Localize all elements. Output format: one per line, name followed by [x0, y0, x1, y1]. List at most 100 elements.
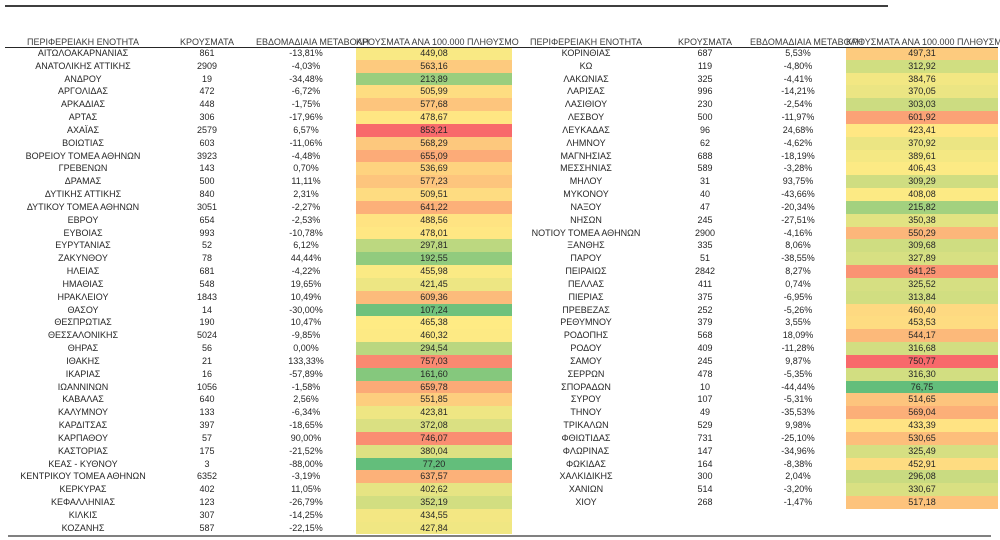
region-name: ΒΟΡΕΙΟΥ ΤΟΜΕΑ ΑΘΗΝΩΝ	[25, 150, 141, 161]
cases-value: 51	[699, 253, 710, 264]
region-name: ΣΑΜΟΥ	[570, 355, 602, 366]
cases-per-100k-value: 76,75	[846, 380, 998, 394]
region-name: ΠΕΛΛΑΣ	[567, 278, 605, 289]
weekly-change-value: -88,00%	[289, 458, 323, 469]
region-name: ΝΟΤΙΟΥ ΤΟΜΕΑ ΑΘΗΝΩΝ	[531, 227, 641, 238]
table-row: ΙΚΑΡΙΑΣ 16 -57,89% 161,60	[8, 367, 512, 381]
cases-per-100k-value: 303,03	[846, 98, 998, 112]
cases-per-100k-value: 408,08	[846, 188, 998, 201]
table-row: ΚΑΡΔΙΤΣΑΣ 397 -18,65% 372,08	[8, 419, 512, 432]
region-name: ΚΕΑΣ - ΚΥΘΝΟΥ	[48, 458, 118, 469]
weekly-change-value: 3,55%	[785, 317, 811, 328]
region-name: ΡΕΘΥΜΝΟΥ	[560, 317, 612, 328]
cases-per-100k-value: 449,08	[356, 47, 512, 60]
table-row: ΠΑΡΟΥ 51 -38,55% 327,89	[512, 252, 998, 266]
region-name: ΘΕΣΣΑΛΟΝΙΚΗΣ	[47, 330, 119, 341]
cases-value: 514	[697, 484, 713, 495]
weekly-change-value: 8,06%	[785, 240, 811, 251]
cases-per-100k-value: 372,08	[356, 419, 512, 432]
table-row: ΣΕΡΡΩΝ 478 -5,35% 316,30	[512, 367, 998, 381]
table-row: ΝΟΤΙΟΥ ΤΟΜΕΑ ΑΘΗΝΩΝ 2900 -4,16% 550,29	[512, 226, 998, 240]
table-row: ΠΕΙΡΑΙΩΣ 2842 8,27% 641,25	[512, 265, 998, 278]
table-row: ΑΙΤΩΛΟΑΚΑΡΝΑΝΙΑΣ 861 -13,81% 449,08	[8, 47, 512, 60]
cases-per-100k-value: 161,60	[356, 367, 512, 381]
weekly-change-value: -5,26%	[783, 304, 813, 315]
weekly-change-value: -3,19%	[291, 471, 321, 482]
weekly-change-value: 19,65%	[290, 278, 322, 289]
cases-value: 19	[201, 73, 212, 84]
cases-per-100k-value: 641,22	[356, 200, 512, 214]
weekly-change-value: 133,33%	[288, 355, 324, 366]
region-name: ΔΥΤΙΚΗΣ ΑΤΤΙΚΗΣ	[44, 189, 122, 200]
cases-value: 175	[199, 445, 215, 456]
cases-value: 448	[199, 99, 215, 110]
region-name: ΕΒΡΟΥ	[67, 214, 99, 225]
column-header-region: ΠΕΡΙΦΕΡΕΙΑΚΗ ΕΝΟΤΗΤΑ	[529, 37, 643, 47]
cases-value: 190	[199, 317, 215, 328]
weekly-change-value: 90,00%	[290, 432, 322, 443]
cases-value: 3	[204, 458, 210, 469]
cases-value: 6352	[196, 471, 218, 482]
table-row: ΔΥΤΙΚΗΣ ΑΤΤΙΚΗΣ 840 2,31% 509,51	[8, 188, 512, 201]
weekly-change-value: -4,22%	[291, 266, 321, 277]
cases-per-100k-value: 327,89	[846, 252, 998, 266]
weekly-change-value: -34,48%	[289, 73, 323, 84]
region-name: ΕΥΒΟΙΑΣ	[63, 227, 103, 238]
cases-value: 57	[201, 432, 212, 443]
region-name: ΙΩΑΝΝΙΝΩΝ	[57, 381, 109, 392]
cases-per-100k-value: 637,57	[356, 470, 512, 484]
weekly-change-value: -4,41%	[783, 73, 813, 84]
cases-value: 119	[697, 60, 713, 71]
cases-per-100k-value: 509,51	[356, 188, 512, 201]
table-row: ΑΝΑΤΟΛΙΚΗΣ ΑΤΤΙΚΗΣ 2909 -4,03% 563,16	[8, 59, 512, 73]
cases-value: 252	[697, 304, 713, 315]
weekly-change-value: -1,58%	[291, 381, 321, 392]
cases-per-100k-value: 544,17	[846, 329, 998, 343]
region-name: ΝΗΣΩΝ	[570, 214, 602, 225]
cases-per-100k-value: 350,38	[846, 213, 998, 227]
cases-per-100k-value: 577,68	[356, 98, 512, 112]
weekly-change-value: -17,96%	[289, 112, 323, 123]
cases-value: 996	[697, 86, 713, 97]
table-row: ΚΑΡΠΑΘΟΥ 57 90,00% 746,07	[8, 431, 512, 445]
cases-per-100k-value: 750,77	[846, 354, 998, 368]
region-name: ΚΟΡΙΝΘΙΑΣ	[561, 48, 611, 58]
cases-per-100k-value: 514,65	[846, 393, 998, 407]
cases-value: 230	[697, 99, 713, 110]
table-header-row: ΠΕΡΙΦΕΡΕΙΑΚΗ ΕΝΟΤΗΤΑ ΚΡΟΥΣΜΑΤΑ ΕΒΔΟΜΑΔΙΑ…	[512, 33, 1000, 47]
region-name: ΡΟΔΟΥ	[570, 343, 602, 354]
table-row: ΔΡΑΜΑΣ 500 11,11% 577,23	[8, 175, 512, 189]
table-row: ΚΕΦΑΛΛΗΝΙΑΣ 123 -26,79% 352,19	[8, 495, 512, 509]
cases-value: 31	[699, 176, 710, 187]
cases-value: 47	[699, 201, 710, 212]
table-row: ΗΜΑΘΙΑΣ 548 19,65% 421,45	[8, 277, 512, 291]
table-body: ΑΙΤΩΛΟΑΚΑΡΝΑΝΙΑΣ 861 -13,81% 449,08 ΑΝΑΤΟΛΙΚ…	[8, 47, 512, 535]
cases-per-100k-value: 517,18	[846, 495, 998, 509]
region-name: ΠΕΙΡΑΙΩΣ	[565, 266, 607, 277]
weekly-change-value: -30,00%	[289, 304, 323, 315]
cases-per-100k-value: 312,92	[846, 59, 998, 73]
cases-per-100k-value: 406,43	[846, 162, 998, 176]
cases-value: 397	[199, 420, 215, 431]
region-name: ΔΡΑΜΑΣ	[64, 176, 102, 187]
cases-value: 16	[201, 368, 212, 379]
cases-value: 335	[697, 240, 713, 251]
region-name: ΛΑΚΩΝΙΑΣ	[563, 73, 609, 84]
region-name: ΤΗΝΟΥ	[570, 407, 602, 418]
cases-value: 123	[199, 496, 215, 507]
weekly-change-value: -8,38%	[783, 458, 813, 469]
region-name: ΧΑΛΚΙΔΙΚΗΣ	[559, 471, 613, 482]
table-row: ΒΟΙΩΤΙΑΣ 603 -11,06% 568,29	[8, 136, 512, 150]
weekly-change-value: -14,25%	[289, 509, 323, 520]
region-name: ΛΕΣΒΟΥ	[567, 112, 605, 123]
cases-value: 861	[199, 48, 215, 58]
region-name: ΛΑΡΙΣΑΣ	[567, 86, 605, 97]
cases-per-100k-value: 389,61	[846, 149, 998, 163]
cases-value: 548	[199, 278, 215, 289]
region-name: ΑΙΤΩΛΟΑΚΑΡΝΑΝΙΑΣ	[37, 48, 129, 58]
region-name: ΑΧΑΪΑΣ	[66, 124, 100, 135]
cases-value: 5024	[196, 330, 218, 341]
cases-value: 688	[697, 150, 713, 161]
cases-value: 654	[199, 214, 215, 225]
region-name: ΜΗΛΟΥ	[569, 176, 603, 187]
